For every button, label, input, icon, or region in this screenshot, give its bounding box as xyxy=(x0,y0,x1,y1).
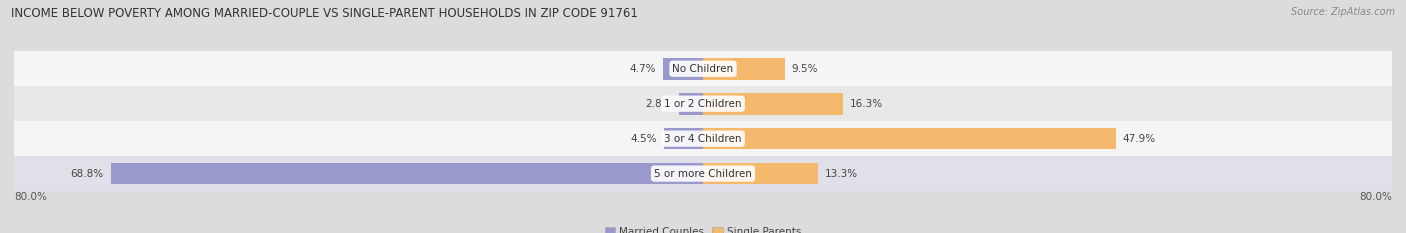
Bar xyxy=(14,86,1392,121)
Text: 4.7%: 4.7% xyxy=(628,64,655,74)
Text: 80.0%: 80.0% xyxy=(1360,192,1392,202)
Bar xyxy=(703,93,844,115)
Text: Source: ZipAtlas.com: Source: ZipAtlas.com xyxy=(1291,7,1395,17)
Text: 16.3%: 16.3% xyxy=(851,99,883,109)
Text: 1 or 2 Children: 1 or 2 Children xyxy=(664,99,742,109)
Bar xyxy=(679,93,703,115)
Bar xyxy=(14,156,1392,191)
Bar xyxy=(14,121,1392,156)
Legend: Married Couples, Single Parents: Married Couples, Single Parents xyxy=(603,225,803,233)
Bar xyxy=(703,58,785,80)
Bar xyxy=(664,128,703,150)
Bar xyxy=(703,128,1115,150)
Text: 13.3%: 13.3% xyxy=(824,169,858,178)
Text: 47.9%: 47.9% xyxy=(1122,134,1156,144)
Text: 80.0%: 80.0% xyxy=(14,192,46,202)
Text: 5 or more Children: 5 or more Children xyxy=(654,169,752,178)
Text: 4.5%: 4.5% xyxy=(631,134,658,144)
Text: 2.8%: 2.8% xyxy=(645,99,672,109)
Bar xyxy=(662,58,703,80)
Text: 3 or 4 Children: 3 or 4 Children xyxy=(664,134,742,144)
Text: INCOME BELOW POVERTY AMONG MARRIED-COUPLE VS SINGLE-PARENT HOUSEHOLDS IN ZIP COD: INCOME BELOW POVERTY AMONG MARRIED-COUPL… xyxy=(11,7,638,20)
Bar xyxy=(703,163,817,185)
Bar xyxy=(111,163,703,185)
Text: No Children: No Children xyxy=(672,64,734,74)
Text: 9.5%: 9.5% xyxy=(792,64,818,74)
Bar xyxy=(14,51,1392,86)
Text: 68.8%: 68.8% xyxy=(70,169,104,178)
